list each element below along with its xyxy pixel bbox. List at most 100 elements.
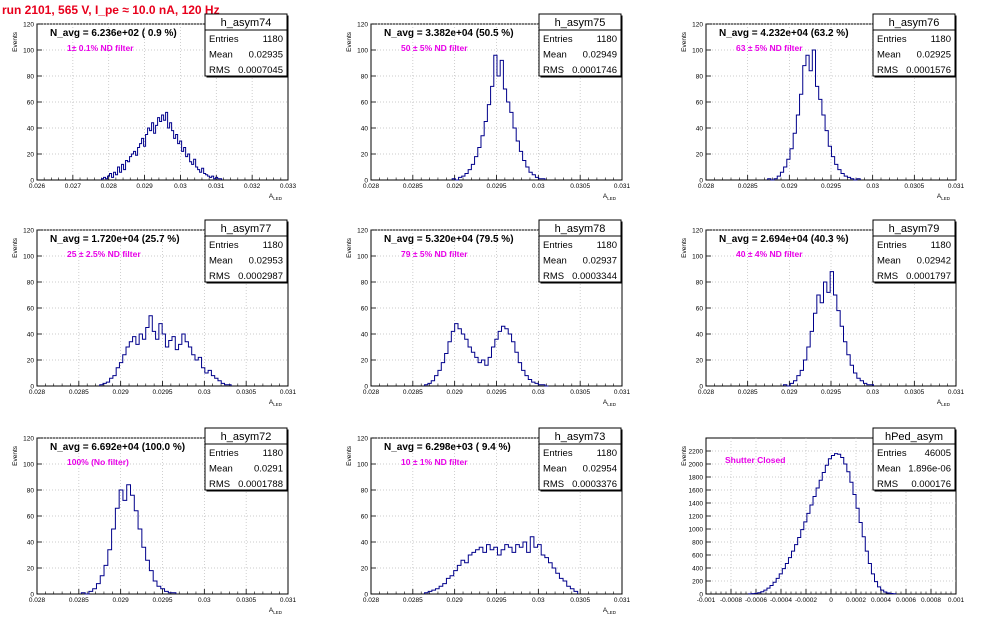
stats-key-entries: Entries xyxy=(543,34,573,45)
x-tick-label: 0.03 xyxy=(532,597,545,604)
plot-area: 0.028 0.0285 0.029 0.0295 0.03 0.0305 0.031 0 20… xyxy=(12,427,297,615)
x-axis-label: ALED xyxy=(603,607,617,615)
stats-key-entries: Entries xyxy=(209,34,239,45)
x-axis-label-sub: LED xyxy=(607,196,617,201)
histogram-panel-hPed_asym: -0.001 -0.0008 -0.0006 -0.0004 -0.0002 0 0.000… xyxy=(676,426,966,612)
stats-value-rms: 0.0003344 xyxy=(572,271,617,282)
y-tick-label: 20 xyxy=(27,151,35,158)
x-axis-label-main: A xyxy=(937,193,942,200)
stats-key-mean: Mean xyxy=(543,50,567,61)
stats-value-rms: 0.0007045 xyxy=(238,65,283,76)
stats-value-rms: 0.0001788 xyxy=(238,479,283,490)
x-axis-label-main: A xyxy=(269,607,274,614)
plot-area: 0.028 0.0285 0.029 0.0295 0.03 0.0305 0.031 0 20… xyxy=(346,427,631,615)
stats-box-frame xyxy=(204,219,288,283)
x-tick-label: 0.0305 xyxy=(236,389,256,396)
stats-key-entries: Entries xyxy=(877,240,907,251)
plot-area: 0.028 0.0285 0.029 0.0295 0.03 0.0305 0.031 0 20… xyxy=(12,219,297,407)
y-tick-label: 40 xyxy=(27,539,35,546)
stats-name: h_asym78 xyxy=(555,223,606,235)
y-tick-label: 120 xyxy=(357,435,368,442)
navg-label: N_avg = 4.232e+04 (63.2 %) xyxy=(719,28,849,39)
x-axis-label: ALED xyxy=(269,607,283,615)
x-tick-label: 0.0305 xyxy=(570,183,590,190)
y-tick-label: 20 xyxy=(27,357,35,364)
x-tick-label: 0.029 xyxy=(781,183,798,190)
annotation-label: 100% (No filter) xyxy=(67,457,129,467)
y-tick-label: 400 xyxy=(692,565,703,572)
y-axis-label: Events xyxy=(12,31,19,52)
histogram-svg-h_asym73: 0.028 0.0285 0.029 0.0295 0.03 0.0305 0.031 0 20… xyxy=(346,427,631,615)
stats-value-rms: 0.0001746 xyxy=(572,65,617,76)
y-tick-label: 0 xyxy=(364,591,368,598)
x-tick-label: 0.0285 xyxy=(69,597,89,604)
x-tick-label: 0.029 xyxy=(113,597,130,604)
y-tick-label: 120 xyxy=(23,227,34,234)
x-tick-label: 0.028 xyxy=(101,183,118,190)
annotation-label: 1± 0.1% ND filter xyxy=(67,43,134,53)
stats-key-entries: Entries xyxy=(209,448,239,459)
stats-box-frame xyxy=(204,13,288,77)
annotation-label: 79 ± 5% ND filter xyxy=(401,249,468,259)
y-tick-label: 120 xyxy=(692,21,703,28)
x-axis-label-main: A xyxy=(269,399,274,406)
x-axis-label: ALED xyxy=(937,399,951,407)
stats-key-rms: RMS xyxy=(209,65,230,76)
stats-box-frame xyxy=(538,427,622,491)
x-tick-label: -0.0006 xyxy=(745,597,767,604)
y-tick-label: 100 xyxy=(692,253,703,260)
histogram-svg-h_asym74: 0.026 0.027 0.028 0.029 0.03 0.031 0.032 0.033 0… xyxy=(12,13,297,201)
stats-box: h_asym72 Entries 1180 Mean 0.0291 RMS 0.000178… xyxy=(204,427,289,492)
y-tick-label: 2000 xyxy=(689,461,704,468)
stats-key-rms: RMS xyxy=(543,271,564,282)
stats-value-mean: 0.02949 xyxy=(583,50,617,61)
x-tick-label: 0.026 xyxy=(29,183,46,190)
x-tick-label: 0.03 xyxy=(198,597,211,604)
navg-label: N_avg = 6.692e+04 (100.0 %) xyxy=(50,442,185,453)
y-axis-label: Events xyxy=(346,445,353,466)
stats-box: h_asym74 Entries 1180 Mean 0.02935 RMS 0.00070… xyxy=(204,13,289,78)
x-tick-label: -0.0008 xyxy=(720,597,742,604)
histogram-panel-h_asym73: 0.028 0.0285 0.029 0.0295 0.03 0.0305 0.031 0 20… xyxy=(341,426,632,615)
x-tick-label: 0.03 xyxy=(532,389,545,396)
y-tick-label: 0 xyxy=(699,591,703,598)
x-tick-label: 0.0295 xyxy=(487,183,507,190)
x-axis-label-main: A xyxy=(603,607,608,614)
x-tick-label: 0.029 xyxy=(447,183,464,190)
histogram-line xyxy=(767,49,861,181)
x-axis-label-sub: LED xyxy=(941,196,951,201)
x-axis-label: ALED xyxy=(603,193,617,201)
y-tick-label: 100 xyxy=(23,253,34,260)
stats-value-mean: 0.02953 xyxy=(249,256,283,267)
x-tick-label: 0.029 xyxy=(136,183,153,190)
x-tick-label: 0.0295 xyxy=(487,389,507,396)
y-tick-label: 0 xyxy=(30,177,34,184)
stats-name: h_asym75 xyxy=(555,17,606,29)
stats-key-entries: Entries xyxy=(543,240,573,251)
stats-key-rms: RMS xyxy=(877,271,898,282)
x-axis-label-sub: LED xyxy=(607,610,617,615)
x-tick-label: 0.028 xyxy=(29,389,46,396)
x-tick-label: 0.031 xyxy=(948,183,965,190)
y-tick-label: 80 xyxy=(361,73,369,80)
x-axis-label-sub: LED xyxy=(273,610,283,615)
y-tick-label: 120 xyxy=(692,227,703,234)
x-tick-label: 0.028 xyxy=(363,389,380,396)
y-tick-label: 800 xyxy=(692,539,703,546)
y-tick-label: 60 xyxy=(361,513,369,520)
navg-label: N_avg = 1.720e+04 (25.7 %) xyxy=(50,234,180,245)
plot-area: 0.028 0.0285 0.029 0.0295 0.03 0.0305 0.031 0 20… xyxy=(681,219,965,407)
plot-area: 0.028 0.0285 0.029 0.0295 0.03 0.0305 0.031 0 20… xyxy=(346,13,631,201)
y-tick-label: 20 xyxy=(696,151,704,158)
y-tick-label: 100 xyxy=(357,47,368,54)
stats-value-rms: 0.0002987 xyxy=(238,271,283,282)
x-tick-label: 0.0305 xyxy=(904,183,924,190)
y-tick-label: 100 xyxy=(23,47,34,54)
x-tick-label: 0.0285 xyxy=(738,183,758,190)
y-tick-label: 20 xyxy=(27,565,35,572)
y-axis-label: Events xyxy=(12,237,19,258)
x-tick-label: -0.0002 xyxy=(795,597,817,604)
x-tick-label: 0.028 xyxy=(29,597,46,604)
y-tick-label: 1600 xyxy=(689,487,704,494)
stats-name: h_asym79 xyxy=(889,223,940,235)
